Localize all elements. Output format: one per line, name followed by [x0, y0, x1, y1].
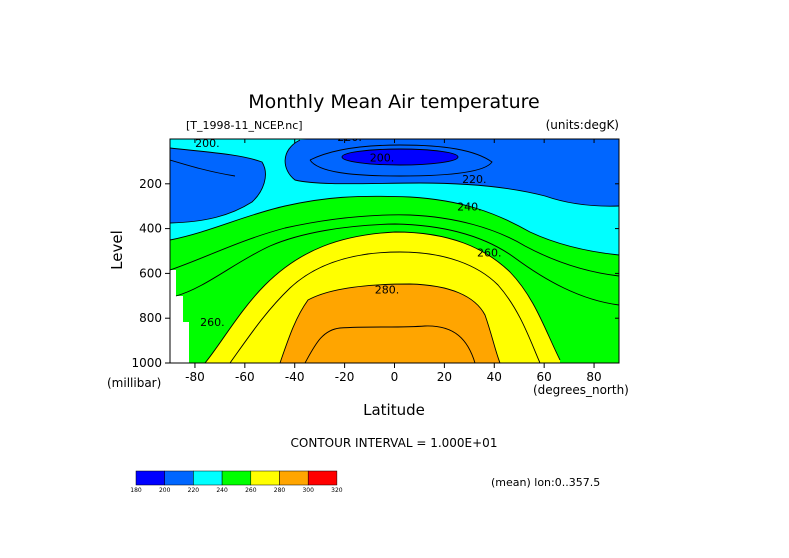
contour-lines — [170, 139, 619, 363]
colorbar-label: 180 — [130, 487, 142, 494]
colorbar: 180 200 220 240 260 280 300 320 — [130, 470, 343, 494]
contour-label: 260. — [200, 316, 225, 329]
region-right-lower — [560, 343, 578, 363]
x-tick-label: 20 — [437, 370, 452, 384]
mean-lon-note: (mean) lon:0..357.5 — [491, 476, 600, 489]
contour-label: 260. — [477, 247, 502, 260]
colorbar-swatch — [221, 470, 252, 486]
y-tick-label: 1000 — [131, 356, 162, 370]
y-tick-label: 800 — [139, 311, 162, 325]
y-tick-label: 600 — [139, 266, 162, 280]
x-unit-label: (degrees_north) — [533, 383, 629, 397]
y-tick-label: 200 — [139, 177, 162, 191]
colorbar-label: 280 — [274, 487, 286, 494]
y-unit-label: (millibar) — [107, 376, 161, 390]
colorbar-label: 220 — [188, 487, 200, 494]
colorbar-label: 260 — [245, 487, 257, 494]
colorbar-swatch — [193, 470, 223, 486]
contour-label: 280. — [375, 284, 400, 297]
colorbar-swatch — [250, 470, 280, 486]
y-tick-label: 400 — [139, 222, 162, 236]
x-tick-label: -40 — [285, 370, 305, 384]
x-tick-label: 80 — [586, 370, 601, 384]
contour-label: 200. — [370, 151, 395, 164]
colorbar-label: 200 — [159, 487, 171, 494]
units-label: (units:degK) — [546, 118, 619, 132]
colorbar-label: 320 — [331, 487, 343, 494]
colorbar-swatch — [307, 470, 338, 486]
x-tick-label: -60 — [235, 370, 255, 384]
x-tick-label: 0 — [391, 370, 399, 384]
contour-label: 220. — [462, 173, 487, 186]
colorbar-swatch — [164, 470, 194, 486]
colorbar-swatch — [279, 470, 309, 486]
colorbar-label: 300 — [302, 487, 314, 494]
colorbar-label: 240 — [216, 487, 228, 494]
colorbar-swatch — [135, 470, 165, 486]
plot-area: 200. 200. 220. 220. 240. 260. 260. 280. — [169, 131, 620, 364]
x-axis-label: Latitude — [363, 401, 425, 419]
contour-interval-text: CONTOUR INTERVAL = 1.000E+01 — [291, 436, 498, 450]
y-axis: 200 400 600 800 1000 — [131, 177, 619, 370]
y-axis-label: Level — [108, 230, 126, 270]
region-280 — [280, 284, 500, 363]
missing-data — [170, 270, 189, 363]
contour-label: 200. — [195, 137, 220, 150]
contour-labels: 200. 200. 220. 220. 240. 260. 260. 280. — [195, 131, 502, 329]
x-axis: -80 -60 -40 -20 0 20 40 60 80 — [185, 139, 602, 384]
x-tick-label: 40 — [487, 370, 502, 384]
region-180 — [342, 149, 458, 165]
file-label: [T_1998-11_NCEP.nc] — [186, 119, 303, 132]
x-tick-label: -80 — [185, 370, 205, 384]
contour-label: 240. — [457, 201, 482, 214]
x-tick-label: -20 — [335, 370, 355, 384]
chart-title: Monthly Mean Air temperature — [248, 91, 539, 113]
x-tick-label: 60 — [537, 370, 552, 384]
contour-label: 220. — [337, 131, 362, 144]
